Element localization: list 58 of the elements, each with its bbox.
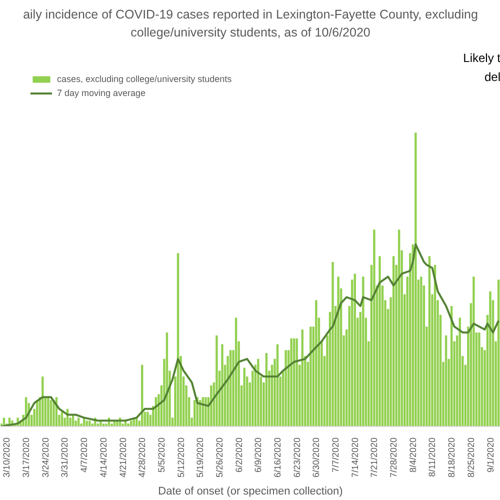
x-tick-label: 7/14/2020 xyxy=(350,437,360,478)
x-tick-label: 4/28/2020 xyxy=(137,437,148,478)
bar xyxy=(296,338,298,426)
x-tick-label: 8/25/2020 xyxy=(466,437,476,478)
bar xyxy=(337,276,340,426)
bar xyxy=(204,397,207,426)
x-tick-label: 8/18/2020 xyxy=(446,437,457,478)
x-tick-label: 3/24/2020 xyxy=(40,437,50,478)
x-tick-label: 3/17/2020 xyxy=(21,437,32,478)
x-tick-label: 6/23/2020 xyxy=(292,437,302,478)
bar xyxy=(52,400,55,426)
bar xyxy=(373,230,376,426)
bar xyxy=(472,276,475,426)
text: del xyxy=(484,70,500,84)
legend-label: 7 day moving average xyxy=(57,88,146,98)
bar xyxy=(444,335,448,426)
x-tick-label: 3/10/2020 xyxy=(2,437,12,478)
chart-title: aily incidence of COVID-19 cases reported in Lexington-Fayette County, excluding college/university students, as of 10/6/2020 xyxy=(23,7,478,40)
x-tick-label: 7/21/2020 xyxy=(369,437,380,478)
bar xyxy=(284,350,287,426)
x-tick-label: 6/9/2020 xyxy=(253,437,264,473)
x-tick-label: 7/28/2020 xyxy=(388,437,399,478)
bar xyxy=(489,291,492,426)
bar xyxy=(221,344,224,426)
bar xyxy=(420,276,422,426)
bar xyxy=(478,332,480,426)
x-tick-label: 6/2/2020 xyxy=(234,437,244,473)
bar xyxy=(127,424,130,426)
x-tick-label: 6/30/2020 xyxy=(311,437,322,478)
bar xyxy=(86,420,88,426)
bar xyxy=(290,338,292,426)
text: Likely t xyxy=(463,51,500,66)
x-tick-label: 6/16/2020 xyxy=(272,437,282,478)
legend-label: cases, excluding college/university students xyxy=(57,74,232,84)
bar xyxy=(414,132,417,426)
x-tick-label: 7/7/2020 xyxy=(330,437,341,473)
x-tick-label: 4/21/2020 xyxy=(118,437,128,478)
x-tick-label: 4/7/2020 xyxy=(79,437,90,473)
x-tick-label: 3/31/2020 xyxy=(60,437,70,478)
bar xyxy=(216,335,218,426)
bar xyxy=(315,300,318,426)
bar xyxy=(257,358,260,426)
bar xyxy=(332,262,334,426)
x-tick-label: 5/12/2020 xyxy=(176,437,186,478)
bar xyxy=(210,385,212,426)
bar xyxy=(243,368,246,426)
bar xyxy=(378,256,381,426)
x-tick-label: 5/19/2020 xyxy=(195,437,206,478)
x-tick-label: 5/5/2020 xyxy=(156,437,166,473)
x-tick-label: 9/1/2020 xyxy=(485,437,496,473)
x-tick-label: 4/14/2020 xyxy=(98,437,108,478)
x-tick-label: 8/11/2020 xyxy=(427,437,438,477)
bar xyxy=(310,326,312,426)
x-tick-label: 8/4/2020 xyxy=(408,437,418,473)
bar xyxy=(362,276,364,426)
bar xyxy=(47,397,50,426)
x-tick-label: 5/26/2020 xyxy=(214,437,224,478)
x-axis-title: Date of onset (or specimen collection) xyxy=(158,486,343,498)
